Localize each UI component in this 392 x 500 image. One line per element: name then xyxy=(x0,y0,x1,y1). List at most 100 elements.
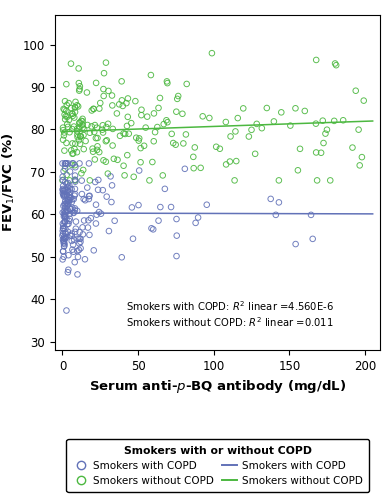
Point xyxy=(138,158,144,166)
Point xyxy=(164,118,171,126)
Point xyxy=(60,222,67,230)
Point xyxy=(62,229,69,237)
Point xyxy=(81,145,87,153)
Point xyxy=(173,252,180,260)
Point xyxy=(80,118,86,126)
Point xyxy=(66,191,73,199)
X-axis label: Serum anti-$p$-BQ antibody (mg/dL): Serum anti-$p$-BQ antibody (mg/dL) xyxy=(89,378,346,396)
Point xyxy=(64,202,70,210)
Point xyxy=(71,195,77,203)
Point xyxy=(77,132,83,140)
Point xyxy=(65,160,71,168)
Point xyxy=(143,124,149,132)
Point xyxy=(96,148,102,156)
Point xyxy=(124,151,131,159)
Point xyxy=(69,198,75,206)
Point xyxy=(135,201,142,209)
Point xyxy=(68,205,74,213)
Point xyxy=(67,232,73,239)
Point xyxy=(227,132,234,140)
Point xyxy=(132,97,138,105)
Point xyxy=(64,101,70,109)
Point xyxy=(65,198,72,206)
Point xyxy=(76,240,82,248)
Point xyxy=(76,119,82,127)
Point xyxy=(349,144,356,152)
Point xyxy=(108,198,114,206)
Point xyxy=(69,246,76,254)
Point xyxy=(60,126,66,134)
Point xyxy=(206,114,212,122)
Point xyxy=(82,196,88,204)
Point xyxy=(161,120,167,128)
Point xyxy=(74,127,80,135)
Point xyxy=(74,130,80,138)
Point xyxy=(203,200,210,208)
Point xyxy=(72,258,78,266)
Point xyxy=(89,144,96,152)
Point xyxy=(72,172,78,179)
Point xyxy=(64,180,70,188)
Point xyxy=(94,142,101,150)
Point xyxy=(63,208,69,216)
Point xyxy=(157,203,163,211)
Point xyxy=(64,112,71,120)
Point xyxy=(62,235,68,243)
Point xyxy=(62,225,69,233)
Point xyxy=(74,270,81,278)
Point xyxy=(62,164,68,172)
Point xyxy=(67,210,73,218)
Point xyxy=(100,128,106,136)
Point xyxy=(77,140,83,148)
Point xyxy=(94,134,101,142)
Point xyxy=(60,248,66,256)
Point xyxy=(136,136,142,144)
Point xyxy=(173,108,180,116)
Point xyxy=(74,133,81,141)
Point xyxy=(72,161,78,169)
Point xyxy=(120,130,127,138)
Point xyxy=(67,168,73,175)
Point xyxy=(63,306,69,314)
Point xyxy=(114,110,120,118)
Point xyxy=(69,112,76,120)
Point xyxy=(231,176,238,184)
Point xyxy=(124,122,130,130)
Point xyxy=(68,60,74,68)
Point xyxy=(86,192,93,200)
Point xyxy=(74,102,80,110)
Point xyxy=(69,232,75,240)
Point xyxy=(67,194,74,202)
Point xyxy=(100,186,106,194)
Point xyxy=(264,104,270,112)
Point xyxy=(65,99,72,107)
Point xyxy=(62,160,68,168)
Point xyxy=(114,156,121,164)
Point xyxy=(61,191,67,199)
Point xyxy=(103,123,109,131)
Point xyxy=(61,218,67,226)
Point xyxy=(60,167,67,175)
Point xyxy=(179,110,185,118)
Point xyxy=(60,208,66,216)
Point xyxy=(86,192,92,200)
Point xyxy=(69,185,75,193)
Point xyxy=(106,227,112,235)
Point xyxy=(76,234,83,242)
Point xyxy=(66,116,72,124)
Point xyxy=(76,246,82,254)
Point xyxy=(276,198,282,206)
Point xyxy=(295,166,301,174)
Point xyxy=(66,128,73,136)
Point xyxy=(65,220,72,228)
Point xyxy=(209,49,215,57)
Point xyxy=(174,232,180,239)
Point xyxy=(66,182,73,190)
Point xyxy=(249,126,255,134)
Point xyxy=(60,230,66,237)
Point xyxy=(61,242,67,250)
Point xyxy=(60,227,66,235)
Point xyxy=(313,56,319,64)
Point xyxy=(62,110,68,118)
Point xyxy=(192,144,198,152)
